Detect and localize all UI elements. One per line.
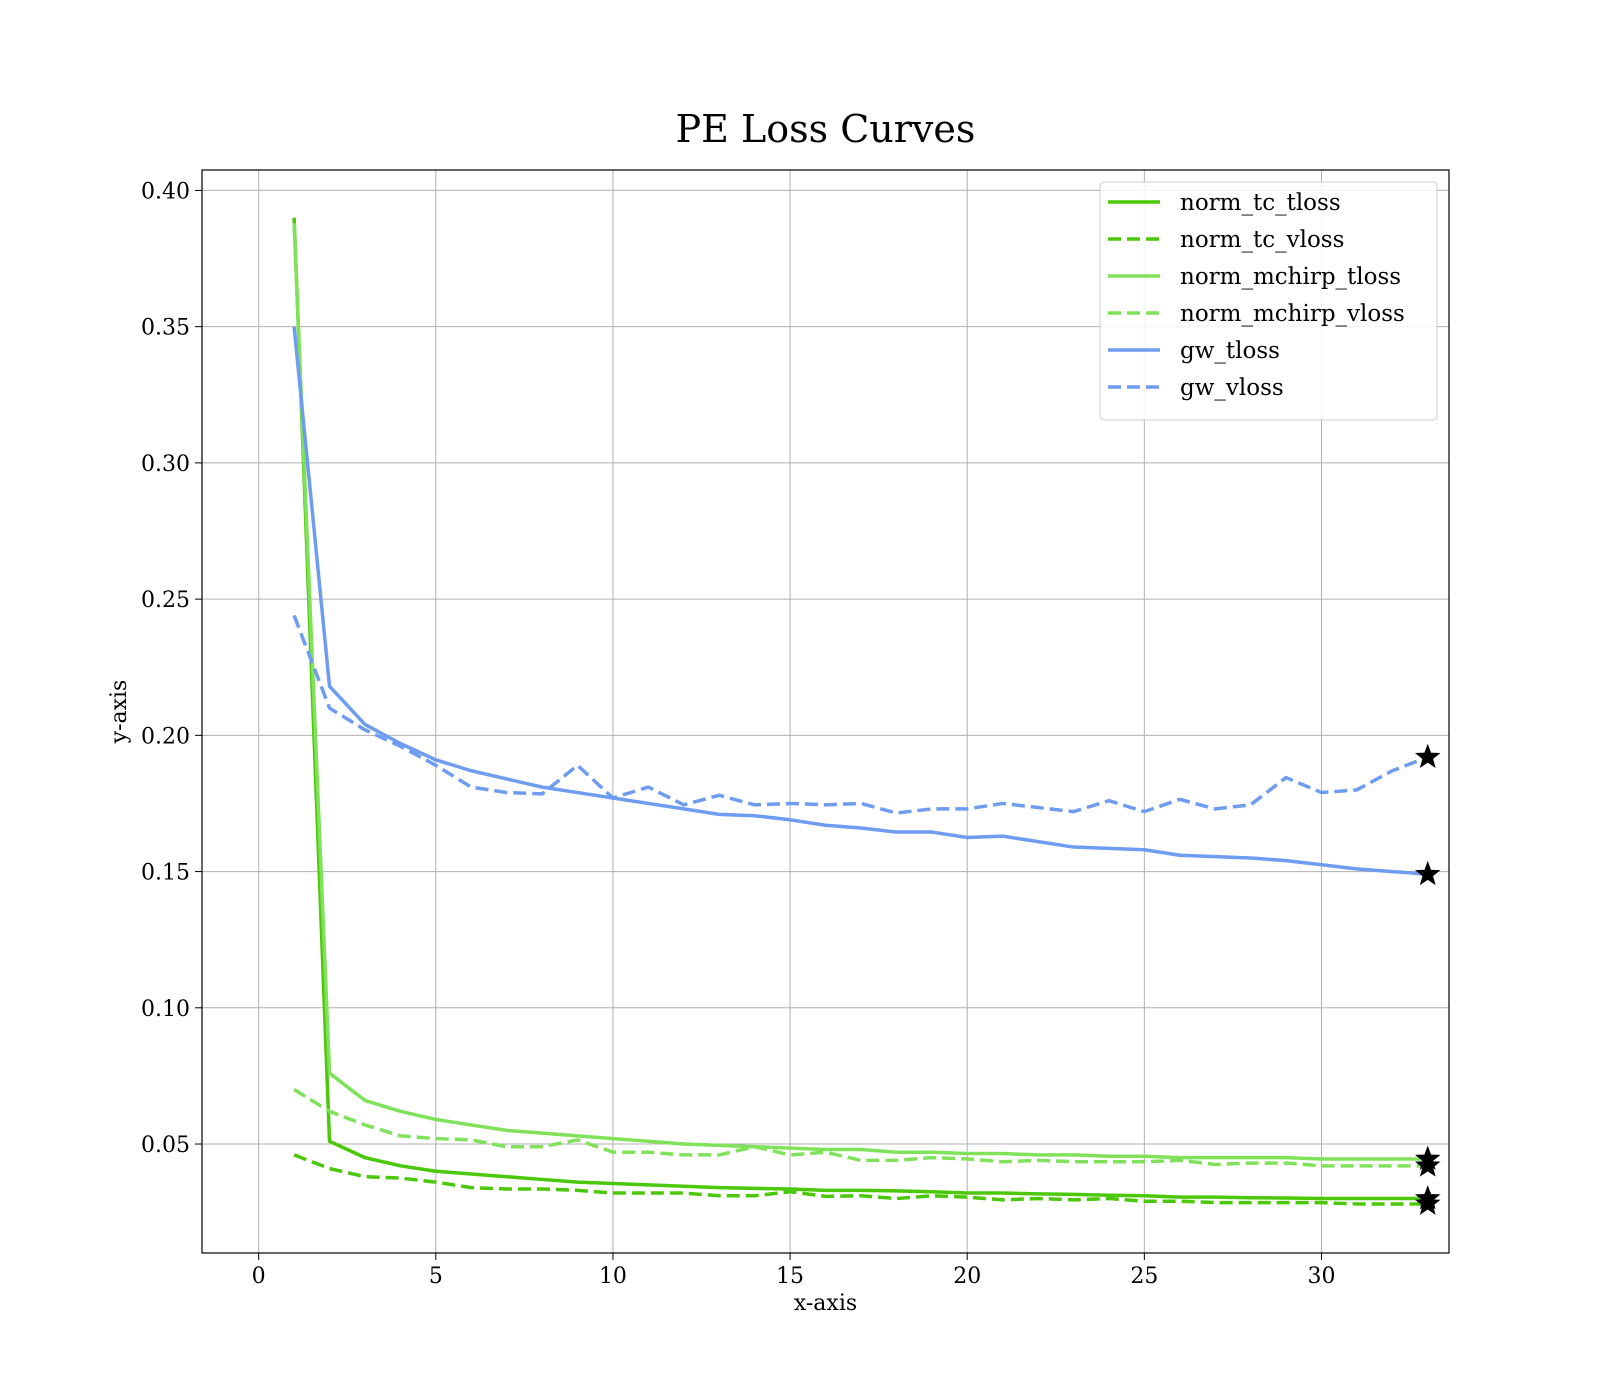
end-star-marker bbox=[1414, 743, 1441, 769]
legend-label: gw_vloss bbox=[1180, 375, 1284, 401]
y-tick-label: 0.40 bbox=[141, 179, 190, 204]
y-tick-label: 0.25 bbox=[141, 588, 190, 613]
y-tick-label: 0.35 bbox=[141, 316, 190, 341]
x-tick-label: 15 bbox=[776, 1264, 804, 1289]
end-star-marker bbox=[1414, 1190, 1441, 1215]
y-tick-label: 0.20 bbox=[141, 724, 190, 749]
x-tick-label: 30 bbox=[1307, 1264, 1335, 1289]
end-star-marker bbox=[1414, 860, 1441, 886]
series-lines bbox=[292, 217, 1429, 1206]
series-line-norm-tc-tloss bbox=[292, 217, 1428, 1201]
series-line-gw-vloss bbox=[292, 614, 1429, 815]
legend-label: norm_tc_vloss bbox=[1180, 227, 1344, 253]
x-tick-label: 5 bbox=[429, 1264, 443, 1289]
legend-label: gw_tloss bbox=[1180, 338, 1280, 364]
series-line-norm-mchirp-tloss bbox=[292, 223, 1428, 1161]
legend-label: norm_mchirp_tloss bbox=[1180, 264, 1401, 290]
x-tick-label: 20 bbox=[953, 1264, 981, 1289]
legend-label: norm_mchirp_vloss bbox=[1180, 301, 1405, 327]
end-markers bbox=[1414, 743, 1441, 1215]
x-tick-label: 25 bbox=[1130, 1264, 1158, 1289]
axis-ticks: 0 5 10 15 20 25 30 0.05 0.10 0.15 0.20 0.25 0.30 0.35… bbox=[141, 179, 1335, 1289]
x-axis-label: x-axis bbox=[794, 1291, 857, 1316]
legend: norm_tc_tloss norm_tc_vloss norm_mchirp_tl… bbox=[1099, 181, 1438, 421]
y-tick-label: 0.30 bbox=[141, 452, 190, 477]
legend-box bbox=[1099, 181, 1438, 421]
grid bbox=[202, 170, 1449, 1253]
y-tick-label: 0.15 bbox=[141, 861, 190, 886]
y-axis-label: y-axis bbox=[107, 680, 132, 745]
x-tick-label: 0 bbox=[252, 1264, 266, 1289]
legend-label: norm_tc_tloss bbox=[1180, 190, 1341, 216]
y-tick-label: 0.10 bbox=[141, 997, 190, 1022]
series-line-norm-mchirp-vloss bbox=[293, 1088, 1428, 1168]
x-tick-label: 10 bbox=[599, 1264, 627, 1289]
chart-title: PE Loss Curves bbox=[676, 107, 976, 151]
plot-frame bbox=[201, 169, 1450, 1254]
y-tick-label: 0.05 bbox=[141, 1133, 190, 1158]
end-star-marker bbox=[1414, 1152, 1441, 1177]
series-line-norm-tc-vloss bbox=[293, 1153, 1428, 1206]
series-line-gw-tloss bbox=[292, 326, 1428, 877]
